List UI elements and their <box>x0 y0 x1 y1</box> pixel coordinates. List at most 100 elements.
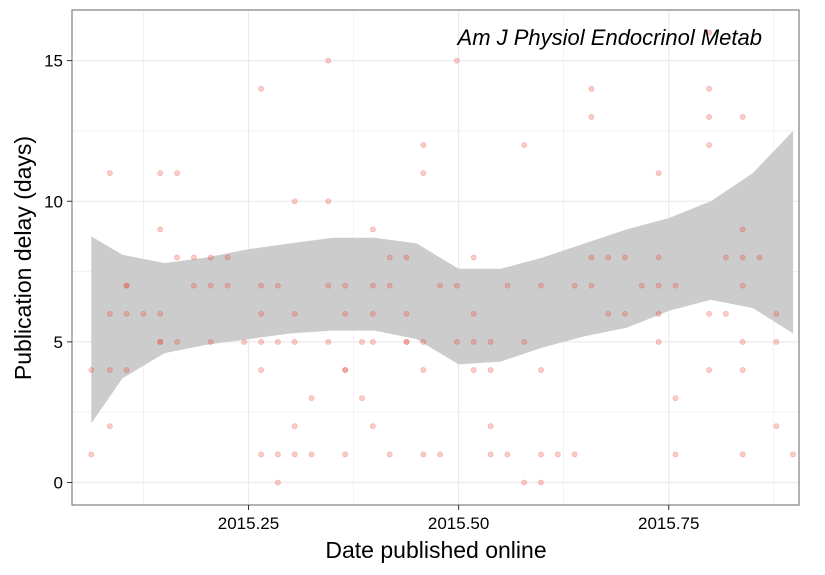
data-point <box>386 282 393 289</box>
data-point <box>538 367 544 373</box>
confidence-ribbon <box>91 130 794 424</box>
data-point <box>157 170 164 176</box>
data-point <box>521 338 528 345</box>
data-point <box>157 310 164 317</box>
data-point <box>190 282 197 289</box>
data-point <box>420 170 427 176</box>
x-tick-label: 2015.50 <box>428 514 489 533</box>
data-point <box>487 338 494 345</box>
data-point <box>207 254 214 261</box>
data-point <box>140 310 147 317</box>
data-point <box>123 282 130 289</box>
data-point <box>638 282 645 289</box>
data-point <box>325 198 332 205</box>
data-point <box>538 451 544 458</box>
data-point <box>756 254 763 261</box>
data-point <box>706 367 712 373</box>
x-tick-label: 2015.25 <box>218 514 279 533</box>
x-axis-label: Date published online <box>325 537 546 563</box>
data-point <box>342 367 349 373</box>
data-point <box>487 367 494 373</box>
x-axis-ticks: 2015.25 2015.50 2015.75 <box>218 505 699 533</box>
data-point <box>274 451 281 458</box>
data-point <box>504 451 511 458</box>
data-point <box>739 451 746 458</box>
data-point <box>437 282 443 289</box>
data-point <box>241 338 248 345</box>
data-point <box>123 367 130 373</box>
data-point <box>325 338 332 345</box>
data-point <box>325 282 332 289</box>
data-point <box>369 338 376 345</box>
data-point <box>88 367 95 373</box>
y-tick-label: 0 <box>54 474 63 493</box>
data-point <box>605 254 612 261</box>
data-point <box>655 254 662 261</box>
data-point <box>207 338 214 345</box>
y-tick-label: 5 <box>54 333 63 352</box>
data-point <box>342 282 349 289</box>
data-point <box>588 114 595 120</box>
data-point <box>655 170 662 176</box>
data-point <box>487 451 494 458</box>
data-point <box>157 338 164 345</box>
data-point <box>342 367 349 373</box>
data-point <box>571 451 578 458</box>
data-point <box>403 338 410 345</box>
data-point <box>739 338 746 345</box>
data-point <box>274 338 281 345</box>
data-point <box>521 479 528 486</box>
data-point <box>224 254 231 261</box>
data-point <box>174 338 180 345</box>
data-point <box>538 479 544 486</box>
data-point <box>386 254 393 261</box>
data-point <box>106 423 113 430</box>
data-point <box>605 310 612 317</box>
data-point <box>258 85 264 92</box>
y-tick-label: 15 <box>44 52 63 71</box>
data-point <box>571 282 578 289</box>
data-point <box>655 310 662 317</box>
data-point <box>672 451 679 458</box>
data-point <box>174 170 180 176</box>
data-point <box>437 451 443 458</box>
data-point <box>504 282 511 289</box>
data-point <box>190 254 197 261</box>
data-point <box>258 282 264 289</box>
data-point <box>420 451 427 458</box>
data-point <box>773 310 780 317</box>
data-point <box>588 282 595 289</box>
data-point <box>706 29 712 36</box>
x-tick-label: 2015.75 <box>638 514 699 533</box>
data-point <box>274 282 281 289</box>
data-point <box>706 85 712 92</box>
y-axis-ticks: 0 5 10 15 <box>44 52 72 493</box>
data-point <box>291 310 298 317</box>
data-point <box>723 254 729 261</box>
data-point <box>453 57 460 64</box>
data-point <box>106 310 113 317</box>
data-point <box>308 395 315 401</box>
data-point <box>739 114 746 120</box>
plot-panel-border <box>71 9 800 506</box>
data-point <box>291 198 298 205</box>
data-point <box>258 338 264 345</box>
data-point <box>420 142 427 148</box>
data-point <box>123 310 130 317</box>
y-tick-label: 10 <box>44 192 63 211</box>
data-point <box>403 338 410 345</box>
data-point <box>706 142 712 148</box>
data-point <box>291 338 298 345</box>
data-point <box>291 451 298 458</box>
data-point <box>521 142 528 148</box>
data-point <box>157 226 164 233</box>
data-point <box>655 338 662 345</box>
data-point <box>291 423 298 430</box>
data-point <box>342 451 349 458</box>
data-point <box>790 451 796 458</box>
data-point <box>258 367 264 373</box>
data-point <box>739 254 746 261</box>
data-point <box>739 282 746 289</box>
